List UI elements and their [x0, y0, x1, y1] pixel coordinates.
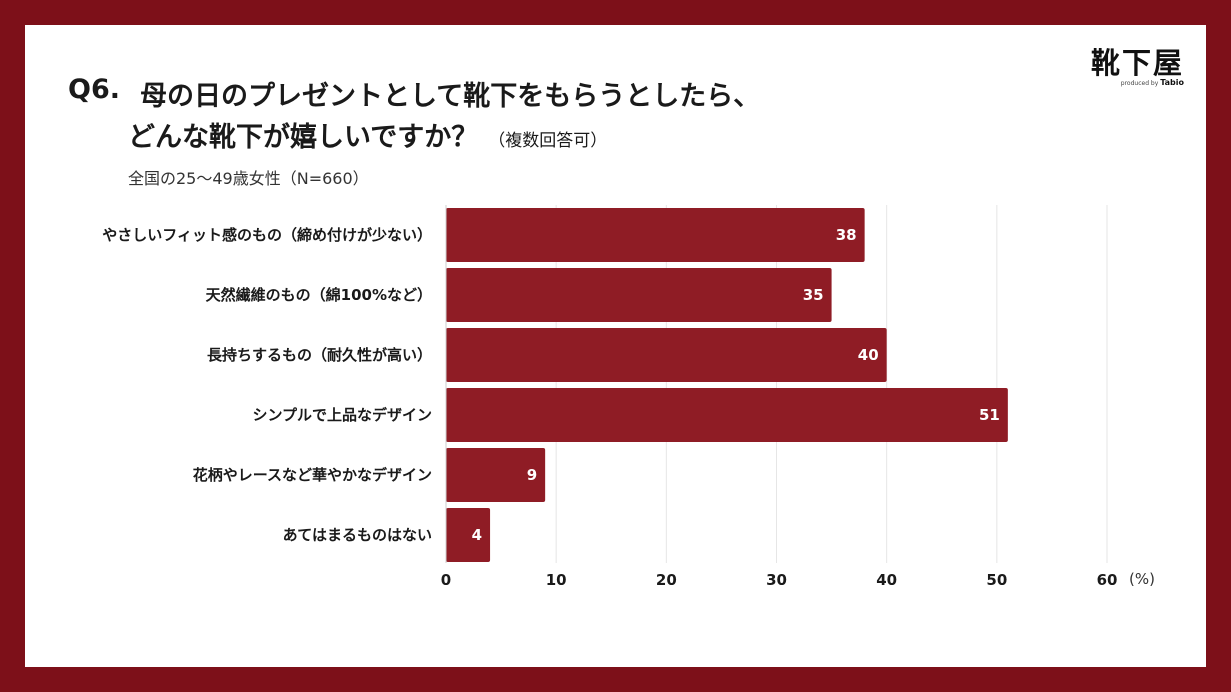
- bar: [446, 508, 491, 562]
- bar: [446, 448, 546, 502]
- chart-subtitle: 全国の25〜49歳女性（N=660）: [128, 169, 369, 188]
- category-label: あてはまるものはない: [283, 526, 432, 544]
- title-note: （複数回答可）: [488, 131, 608, 151]
- category-label: 花柄やレースなど華やかなデザイン: [193, 466, 432, 484]
- brand-logo: 靴下屋 produced by Tabio: [1084, 47, 1184, 88]
- logo-brand-text: 靴下屋: [1090, 46, 1184, 80]
- x-axis-unit: (%): [1129, 570, 1155, 588]
- bar: [446, 328, 887, 382]
- x-tick-label: 30: [766, 571, 787, 589]
- chart-title-line1: 母の日のプレゼントとして靴下をもらうとしたら、: [140, 81, 761, 112]
- logo-partner-text: Tabio: [1160, 78, 1184, 87]
- value-label: 35: [803, 286, 824, 304]
- value-label: 40: [858, 346, 879, 364]
- category-label: 長持ちするもの（耐久性が高い）: [207, 346, 432, 364]
- question-number: Q6.: [68, 74, 120, 105]
- category-label: シンプルで上品なデザイン: [252, 406, 432, 424]
- category-label: 天然繊維のもの（綿100%など）: [206, 286, 432, 304]
- x-tick-label: 40: [876, 571, 897, 589]
- x-tick-label: 10: [546, 571, 567, 589]
- chart-title-line2: どんな靴下が嬉しいですか？ （複数回答可）: [128, 115, 607, 154]
- x-tick-label: 20: [656, 571, 677, 589]
- value-label: 38: [836, 226, 857, 244]
- x-tick-label: 0: [441, 571, 451, 589]
- logo-produced-by: produced by Tabio: [1084, 79, 1184, 88]
- chart-title-line2-text: どんな靴下が嬉しいですか？: [128, 122, 479, 153]
- logo-produced-by-text: produced by: [1120, 80, 1159, 87]
- value-label: 51: [979, 406, 1000, 424]
- value-label: 4: [472, 526, 482, 544]
- bar: [446, 268, 832, 322]
- category-label: やさしいフィット感のもの（締め付けが少ない）: [102, 226, 432, 244]
- x-tick-label: 50: [986, 571, 1007, 589]
- bar: [446, 208, 865, 262]
- bar: [446, 388, 1008, 442]
- value-label: 9: [527, 466, 537, 484]
- x-tick-label: 60: [1097, 571, 1118, 589]
